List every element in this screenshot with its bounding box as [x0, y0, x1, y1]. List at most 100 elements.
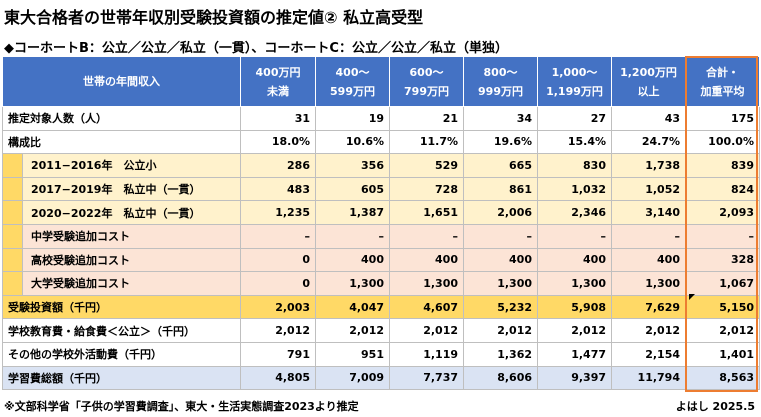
row-label: 2020−2022年 私立中（一貫） — [22, 200, 241, 225]
row-label: 学校教育費・給食費＜公立＞（千円） — [2, 318, 241, 343]
cell: 5,908 — [537, 294, 612, 320]
source-footnote: ※文部科学省「子供の学習費調査」、東大・生活実態調査2023より推定 — [4, 400, 359, 413]
cell: 400 — [389, 247, 464, 273]
cell: 1,300 — [537, 271, 612, 296]
group-bar — [2, 200, 23, 225]
table-row: 大学受験追加コスト 0 1,300 1,300 1,300 1,300 1,30… — [2, 271, 760, 296]
cell: 3,140 — [611, 200, 686, 225]
cell: 1,032 — [537, 176, 612, 202]
cell: 605 — [315, 176, 390, 202]
cell: – — [389, 223, 464, 249]
cell: 1,477 — [537, 341, 612, 367]
row-label: 推定対象人数（人） — [2, 106, 241, 131]
table-row: 2011−2016年 公立小 286 356 529 665 830 1,738… — [2, 153, 760, 178]
header-label: 世帯の年間収入 — [2, 56, 241, 107]
header-col: 600～ 799万円 — [389, 56, 464, 107]
cell: 10.6% — [315, 129, 390, 155]
cell: 951 — [315, 341, 390, 367]
cell: 4,047 — [315, 294, 390, 320]
cell: 400 — [611, 247, 686, 273]
row-label: 中学受験追加コスト — [22, 223, 241, 249]
cell: 4,805 — [240, 365, 316, 391]
cell: 400 — [315, 247, 390, 273]
cell: 19.6% — [463, 129, 538, 155]
cell: 8,563 — [685, 365, 760, 391]
cell: – — [315, 223, 390, 249]
row-label: その他の学校外活動費（千円） — [2, 341, 241, 367]
cell: 824 — [685, 176, 760, 202]
table-row: 構成比 18.0% 10.6% 11.7% 19.6% 15.4% 24.7% … — [2, 129, 760, 155]
cell: 1,738 — [611, 153, 686, 178]
cell: 7,009 — [315, 365, 390, 391]
cell: 9,397 — [537, 365, 612, 391]
cell: 5,150 — [685, 294, 760, 320]
cell: 1,300 — [463, 271, 538, 296]
table-row: 学校教育費・給食費＜公立＞（千円） 2,012 2,012 2,012 2,01… — [2, 318, 760, 343]
group-bar — [2, 247, 23, 273]
row-label: 2011−2016年 公立小 — [22, 153, 241, 178]
cell: 27 — [537, 106, 612, 131]
cell: – — [537, 223, 612, 249]
cell: 839 — [685, 153, 760, 178]
cell: 1,235 — [240, 200, 316, 225]
cell: 24.7% — [611, 129, 686, 155]
cell: 7,737 — [389, 365, 464, 391]
cell: 1,401 — [685, 341, 760, 367]
table-row: 受験投資額（千円） 2,003 4,047 4,607 5,232 5,908 … — [2, 294, 760, 320]
group-bar — [2, 271, 23, 296]
cell: 1,651 — [389, 200, 464, 225]
cell: 100.0% — [685, 129, 760, 155]
cell: 15.4% — [537, 129, 612, 155]
cell: 2,012 — [611, 318, 686, 343]
cell: 11.7% — [389, 129, 464, 155]
header-col: 800～ 999万円 — [463, 56, 538, 107]
cell: 483 — [240, 176, 316, 202]
cell: 2,346 — [537, 200, 612, 225]
cell: 1,052 — [611, 176, 686, 202]
author-credit: よはし 2025.5 — [675, 400, 755, 413]
cell: 2,012 — [240, 318, 316, 343]
cell: 2,012 — [389, 318, 464, 343]
cell: – — [240, 223, 316, 249]
table-row: その他の学校外活動費（千円） 791 951 1,119 1,362 1,477… — [2, 341, 760, 367]
table-row: 推定対象人数（人） 31 19 21 34 27 43 175 — [2, 106, 760, 131]
cell: 728 — [389, 176, 464, 202]
table-row: 2020−2022年 私立中（一貫） 1,235 1,387 1,651 2,0… — [2, 200, 760, 225]
cell: – — [463, 223, 538, 249]
cell: 791 — [240, 341, 316, 367]
cell: 2,012 — [463, 318, 538, 343]
cell: 1,067 — [685, 271, 760, 296]
cell: 2,006 — [463, 200, 538, 225]
investment-table: 世帯の年間収入 400万円 未満 400～ 599万円 600～ 799万円 800～… — [2, 56, 760, 391]
cell: 1,300 — [315, 271, 390, 296]
cell: 5,232 — [463, 294, 538, 320]
cell: 2,093 — [685, 200, 760, 225]
cell: 1,362 — [463, 341, 538, 367]
cell: 1,300 — [389, 271, 464, 296]
cell: 2,012 — [315, 318, 390, 343]
group-bar — [2, 176, 23, 202]
cell: 1,119 — [389, 341, 464, 367]
row-label: 大学受験追加コスト — [22, 271, 241, 296]
table-row: 2017−2019年 私立中（一貫） 483 605 728 861 1,032… — [2, 176, 760, 202]
cell: 4,607 — [389, 294, 464, 320]
table-row: 学習費総額（千円） 4,805 7,009 7,737 8,606 9,397 … — [2, 365, 760, 391]
cell: 21 — [389, 106, 464, 131]
cell: 7,629 — [611, 294, 686, 320]
cell: 19 — [315, 106, 390, 131]
cell: 0 — [240, 247, 316, 273]
cell: 34 — [463, 106, 538, 131]
cell: 356 — [315, 153, 390, 178]
cohort-description: ◆コーホートB：公立／公立／私立（一貫）、コーホートC：公立／公立／私立（単独） — [4, 41, 508, 56]
cell: 861 — [463, 176, 538, 202]
header-col: 400～ 599万円 — [315, 56, 390, 107]
cell: 2,012 — [685, 318, 760, 343]
cell: 400 — [463, 247, 538, 273]
cell: 665 — [463, 153, 538, 178]
table-row: 高校受験追加コスト 0 400 400 400 400 400 328 — [2, 247, 760, 273]
header-col-total: 合計・ 加重平均 — [685, 56, 760, 107]
row-label: 2017−2019年 私立中（一貫） — [22, 176, 241, 202]
header-col: 1,000～ 1,199万円 — [537, 56, 612, 107]
group-bar — [2, 223, 23, 249]
group-bar — [2, 153, 23, 178]
